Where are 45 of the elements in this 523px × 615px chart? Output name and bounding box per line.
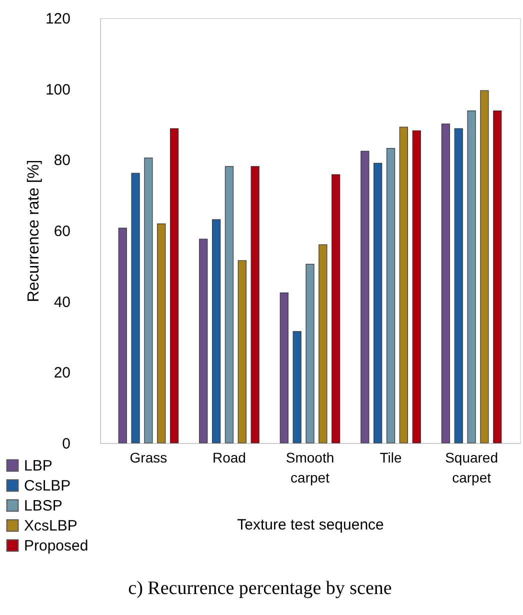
x-tick-label: Squared carpet [445,450,498,486]
y-tick-label: 0 [62,436,70,452]
bar [332,174,340,444]
bar [454,128,463,444]
x-tick-label: Smooth carpet [286,450,334,486]
y-tick-label: 60 [54,223,70,240]
y-tick-label: 80 [54,152,70,170]
bar [399,126,408,444]
legend-label: LBP [24,458,52,474]
y-tick-label: 100 [45,81,70,98]
bar [306,264,314,444]
bar [118,228,127,444]
legend-label: Proposed [24,538,88,554]
bar [131,172,140,444]
legend-label: CsLBP [24,478,71,494]
bar [199,238,208,444]
bar [412,130,421,444]
bar [224,166,234,444]
bar [280,292,288,444]
y-tick-label: 120 [45,10,70,28]
x-axis-title: Texture test sequence [237,516,384,534]
legend-label: LBSP [24,498,62,514]
bar [292,331,302,444]
bar [441,124,450,444]
text: c) Recurrence percentage by scene [128,578,392,599]
y-tick-label: 20 [54,364,70,382]
bar [374,162,382,444]
y-tick-label: 40 [54,294,70,311]
bar [238,260,246,444]
bar [170,128,179,444]
bar [386,148,396,444]
bar [467,110,476,444]
bar [480,90,489,444]
y-axis-title: Recurrence rate [%] [25,160,42,302]
x-tick-label: Grass [130,450,168,466]
bar [250,166,260,444]
x-tick-label: Tile [380,450,402,466]
x-tick-label: Road [212,450,246,466]
bar [493,110,502,444]
bar [318,244,328,444]
bar [157,223,166,444]
bar [212,219,221,444]
legend-label: XcsLBP [24,518,78,534]
bar [360,150,370,444]
bar [144,158,153,444]
